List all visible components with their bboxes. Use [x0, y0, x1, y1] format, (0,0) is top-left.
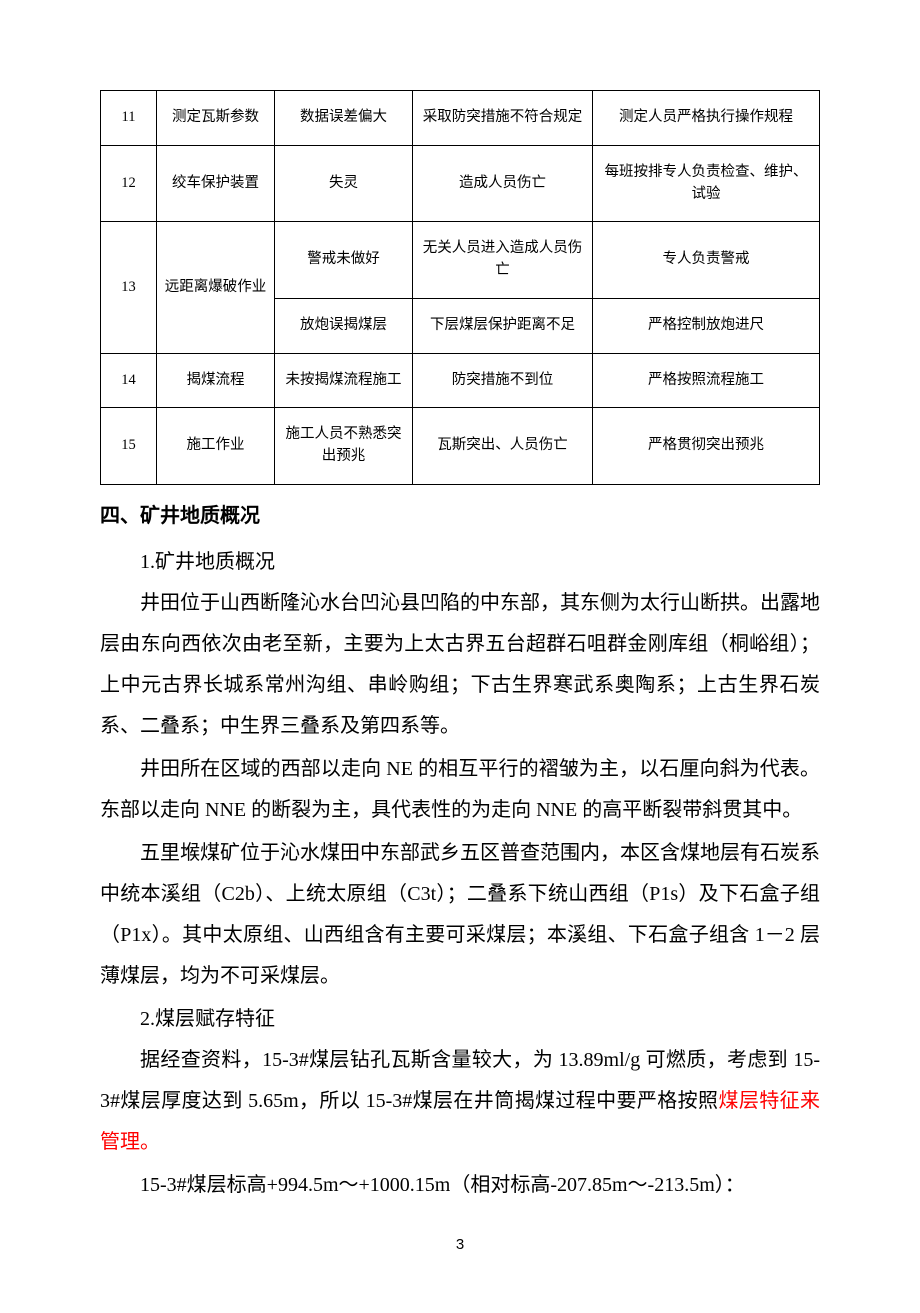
- table-row: 13远距离爆破作业警戒未做好无关人员进入造成人员伤亡专人负责警戒: [101, 222, 820, 299]
- cell-measure: 每班按排专人负责检查、维护、试验: [593, 145, 820, 222]
- table-row: 11测定瓦斯参数数据误差偏大采取防突措施不符合规定测定人员严格执行操作规程: [101, 91, 820, 146]
- cell-measure: 专人负责警戒: [593, 222, 820, 299]
- cell-num: 15: [101, 408, 157, 485]
- table-row: 14揭煤流程未按揭煤流程施工防突措施不到位严格按照流程施工: [101, 353, 820, 408]
- cell-cause: 警戒未做好: [275, 222, 413, 299]
- cell-cause: 数据误差偏大: [275, 91, 413, 146]
- cell-cause: 施工人员不熟悉突出预兆: [275, 408, 413, 485]
- paragraph-2: 井田所在区域的西部以走向 NE 的相互平行的褶皱为主，以石厘向斜为代表。东部以走…: [100, 749, 820, 831]
- cell-item: 测定瓦斯参数: [157, 91, 275, 146]
- cell-item: 远距离爆破作业: [157, 222, 275, 353]
- cell-num: 14: [101, 353, 157, 408]
- paragraph-4: 据经查资料，15-3#煤层钻孔瓦斯含量较大，为 13.89ml/g 可燃质，考虑…: [100, 1040, 820, 1163]
- cell-consequence: 造成人员伤亡: [413, 145, 593, 222]
- cell-item: 施工作业: [157, 408, 275, 485]
- cell-item: 揭煤流程: [157, 353, 275, 408]
- cell-measure: 严格贯彻突出预兆: [593, 408, 820, 485]
- section-title: 四、矿井地质概况: [100, 499, 820, 528]
- cell-num: 11: [101, 91, 157, 146]
- sub-heading-2: 2.煤层赋存特征: [100, 999, 820, 1040]
- cell-consequence: 采取防突措施不符合规定: [413, 91, 593, 146]
- paragraph-4a: 据经查资料，15-3#煤层钻孔瓦斯含量较大，为 13.89ml/g 可燃质，考虑…: [100, 1049, 820, 1112]
- hazard-table: 11测定瓦斯参数数据误差偏大采取防突措施不符合规定测定人员严格执行操作规程12绞…: [100, 90, 820, 485]
- page-number: 3: [100, 1236, 820, 1253]
- cell-consequence: 瓦斯突出、人员伤亡: [413, 408, 593, 485]
- cell-cause: 未按揭煤流程施工: [275, 353, 413, 408]
- paragraph-3: 五里堠煤矿位于沁水煤田中东部武乡五区普查范围内，本区含煤地层有石炭系中统本溪组（…: [100, 833, 820, 997]
- cell-cause: 失灵: [275, 145, 413, 222]
- cell-consequence: 下层煤层保护距离不足: [413, 298, 593, 353]
- cell-measure: 测定人员严格执行操作规程: [593, 91, 820, 146]
- paragraph-1: 井田位于山西断隆沁水台凹沁县凹陷的中东部，其东侧为太行山断拱。出露地层由东向西依…: [100, 583, 820, 747]
- table-row: 15施工作业施工人员不熟悉突出预兆瓦斯突出、人员伤亡严格贯彻突出预兆: [101, 408, 820, 485]
- cell-consequence: 防突措施不到位: [413, 353, 593, 408]
- paragraph-5: 15-3#煤层标高+994.5m～+1000.15m（相对标高-207.85m～…: [100, 1165, 820, 1206]
- cell-item: 绞车保护装置: [157, 145, 275, 222]
- cell-consequence: 无关人员进入造成人员伤亡: [413, 222, 593, 299]
- sub-heading-1: 1.矿井地质概况: [100, 542, 820, 583]
- cell-num: 12: [101, 145, 157, 222]
- cell-measure: 严格按照流程施工: [593, 353, 820, 408]
- cell-measure: 严格控制放炮进尺: [593, 298, 820, 353]
- cell-cause: 放炮误揭煤层: [275, 298, 413, 353]
- table-row: 12绞车保护装置失灵造成人员伤亡每班按排专人负责检查、维护、试验: [101, 145, 820, 222]
- cell-num: 13: [101, 222, 157, 353]
